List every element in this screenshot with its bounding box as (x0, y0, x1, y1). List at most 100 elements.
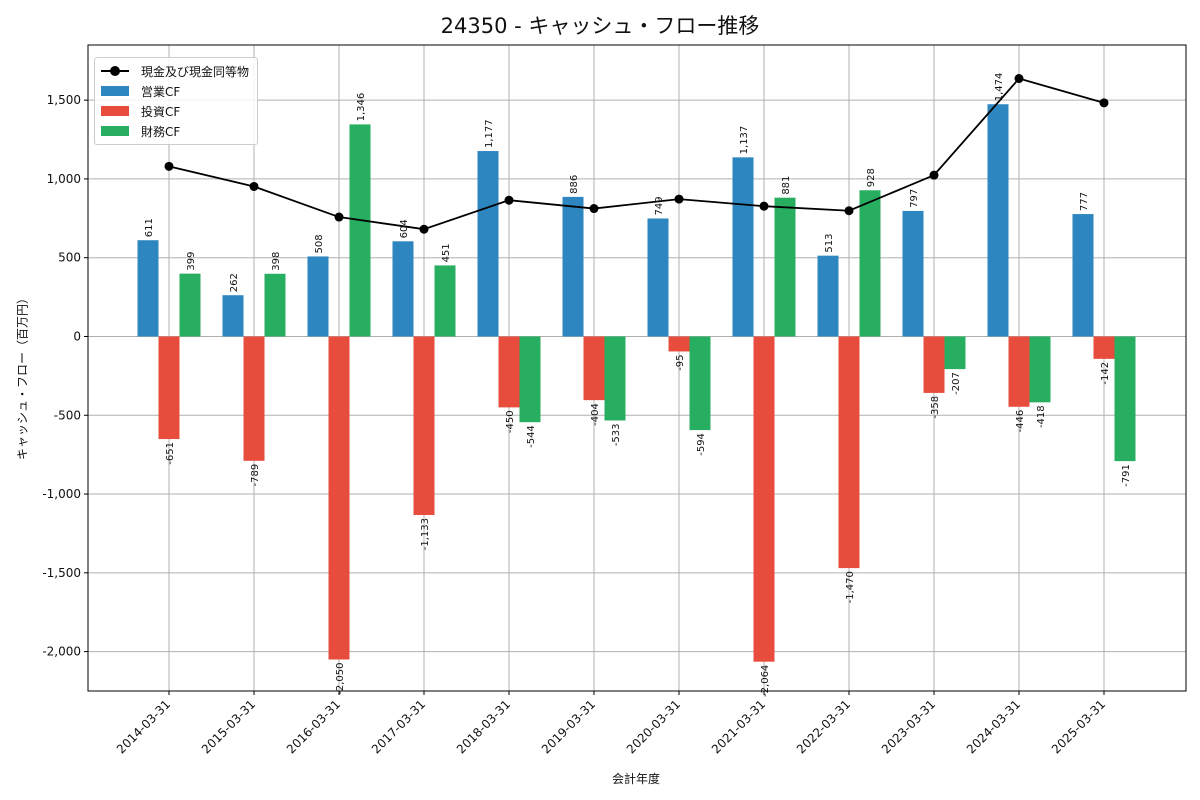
data-label: -358 (930, 396, 941, 419)
legend-item-cash: 現金及び現金同等物 (101, 61, 249, 81)
data-label: 797 (909, 189, 920, 208)
data-label: -533 (611, 423, 622, 446)
x-tick-label: 2016-03-31 (284, 697, 343, 756)
x-tick-label: 2022-03-31 (794, 697, 853, 756)
x-tick-label: 2015-03-31 (199, 697, 258, 756)
data-label: 513 (824, 234, 835, 253)
bar-investing (328, 336, 350, 660)
cash-point (589, 204, 599, 214)
x-tick-label: 2020-03-31 (624, 697, 683, 756)
y-tick-label: -2,000 (42, 645, 81, 659)
cash-point (419, 224, 429, 234)
data-label: -1,470 (845, 571, 856, 603)
data-label: -446 (1015, 410, 1026, 433)
data-label: 508 (314, 234, 325, 253)
bar-financing (774, 197, 796, 337)
data-label: -450 (505, 410, 516, 433)
legend-item-financing: 財務CF (101, 121, 249, 141)
bar-investing (498, 336, 520, 408)
x-tick-label: 2024-03-31 (964, 697, 1023, 756)
bar-investing (158, 336, 180, 440)
data-label: 1,177 (484, 119, 495, 148)
bar-financing (519, 336, 541, 423)
data-label: -544 (526, 425, 537, 448)
bar-investing (1008, 336, 1030, 407)
data-label: 398 (271, 252, 282, 271)
cash-point (164, 161, 174, 171)
line-layer (164, 74, 1109, 234)
data-label: 928 (866, 168, 877, 187)
data-label: 604 (399, 219, 410, 238)
bar-investing (668, 336, 690, 352)
data-label: -404 (590, 403, 601, 426)
x-tick-label: 2019-03-31 (539, 697, 598, 756)
y-axis-label: キャッシュ・フロー（百万円） (15, 291, 30, 461)
data-label: -2,064 (760, 665, 771, 697)
bar-financing (349, 124, 371, 337)
y-tick-label: -1,500 (42, 566, 81, 580)
data-label: -142 (1100, 362, 1111, 385)
legend-swatch-operating (101, 86, 129, 96)
cash-line (168, 77, 1105, 231)
legend-swatch-financing (101, 126, 129, 136)
y-tick-label: -1,000 (42, 487, 81, 501)
bar-investing (1093, 336, 1115, 359)
bar-operating (732, 157, 754, 337)
cash-point (504, 195, 514, 205)
y-tick-label: 0 (73, 329, 81, 343)
data-label-layer: 611 262 508 604 1,177 886 749 1,137 513 797 1,474 7… (144, 73, 1132, 697)
bar-operating (1072, 214, 1094, 337)
cash-point (759, 201, 769, 211)
bar-financing (434, 265, 456, 337)
plot-frame (87, 44, 1187, 692)
bar-operating (222, 295, 244, 337)
data-label: -418 (1036, 405, 1047, 428)
bar-investing (838, 336, 860, 569)
bar-financing (944, 336, 966, 370)
data-label: 777 (1079, 192, 1090, 211)
data-label: 1,474 (994, 73, 1005, 102)
bar-operating (902, 210, 924, 337)
data-label: 749 (654, 196, 665, 215)
y-tick-label: 1,500 (47, 93, 81, 107)
cash-point (844, 206, 854, 216)
legend-label-financing: 財務CF (141, 124, 181, 139)
x-tick-label: 2021-03-31 (709, 697, 768, 756)
data-label: 881 (781, 176, 792, 195)
legend-label-operating: 営業CF (141, 84, 181, 99)
bar-investing (583, 336, 605, 401)
legend-swatch-investing (101, 106, 129, 116)
data-label: -207 (951, 372, 962, 395)
legend-label-cash: 現金及び現金同等物 (141, 64, 250, 79)
bar-financing (1029, 336, 1051, 403)
bar-investing (413, 336, 435, 516)
bar-financing (604, 336, 626, 421)
bar-layer (137, 104, 1136, 662)
bar-investing (243, 336, 265, 461)
bar-operating (307, 256, 329, 337)
bar-investing (753, 336, 775, 662)
bar-financing (179, 273, 201, 337)
data-label: -791 (1121, 464, 1132, 487)
legend-line-marker-icon (101, 65, 129, 77)
y-tick-label: 500 (58, 251, 81, 265)
bar-operating (137, 240, 159, 337)
data-label: 262 (229, 273, 240, 292)
data-label: -95 (675, 354, 686, 370)
y-tick-label: 1,000 (47, 172, 81, 186)
bar-financing (1114, 336, 1136, 462)
legend-item-operating: 営業CF (101, 81, 249, 101)
data-label: 399 (186, 252, 197, 271)
bar-operating (392, 241, 414, 337)
bar-operating (647, 218, 669, 337)
data-label: 451 (441, 243, 452, 262)
bar-financing (264, 273, 286, 337)
x-tick-label: 2025-03-31 (1049, 697, 1108, 756)
chart-title: 24350 - キャッシュ・フロー推移 (440, 14, 760, 38)
bar-operating (987, 104, 1009, 337)
data-label: 886 (569, 175, 580, 194)
data-label: -2,050 (335, 662, 346, 694)
bar-investing (923, 336, 945, 393)
cash-point (1014, 74, 1024, 84)
